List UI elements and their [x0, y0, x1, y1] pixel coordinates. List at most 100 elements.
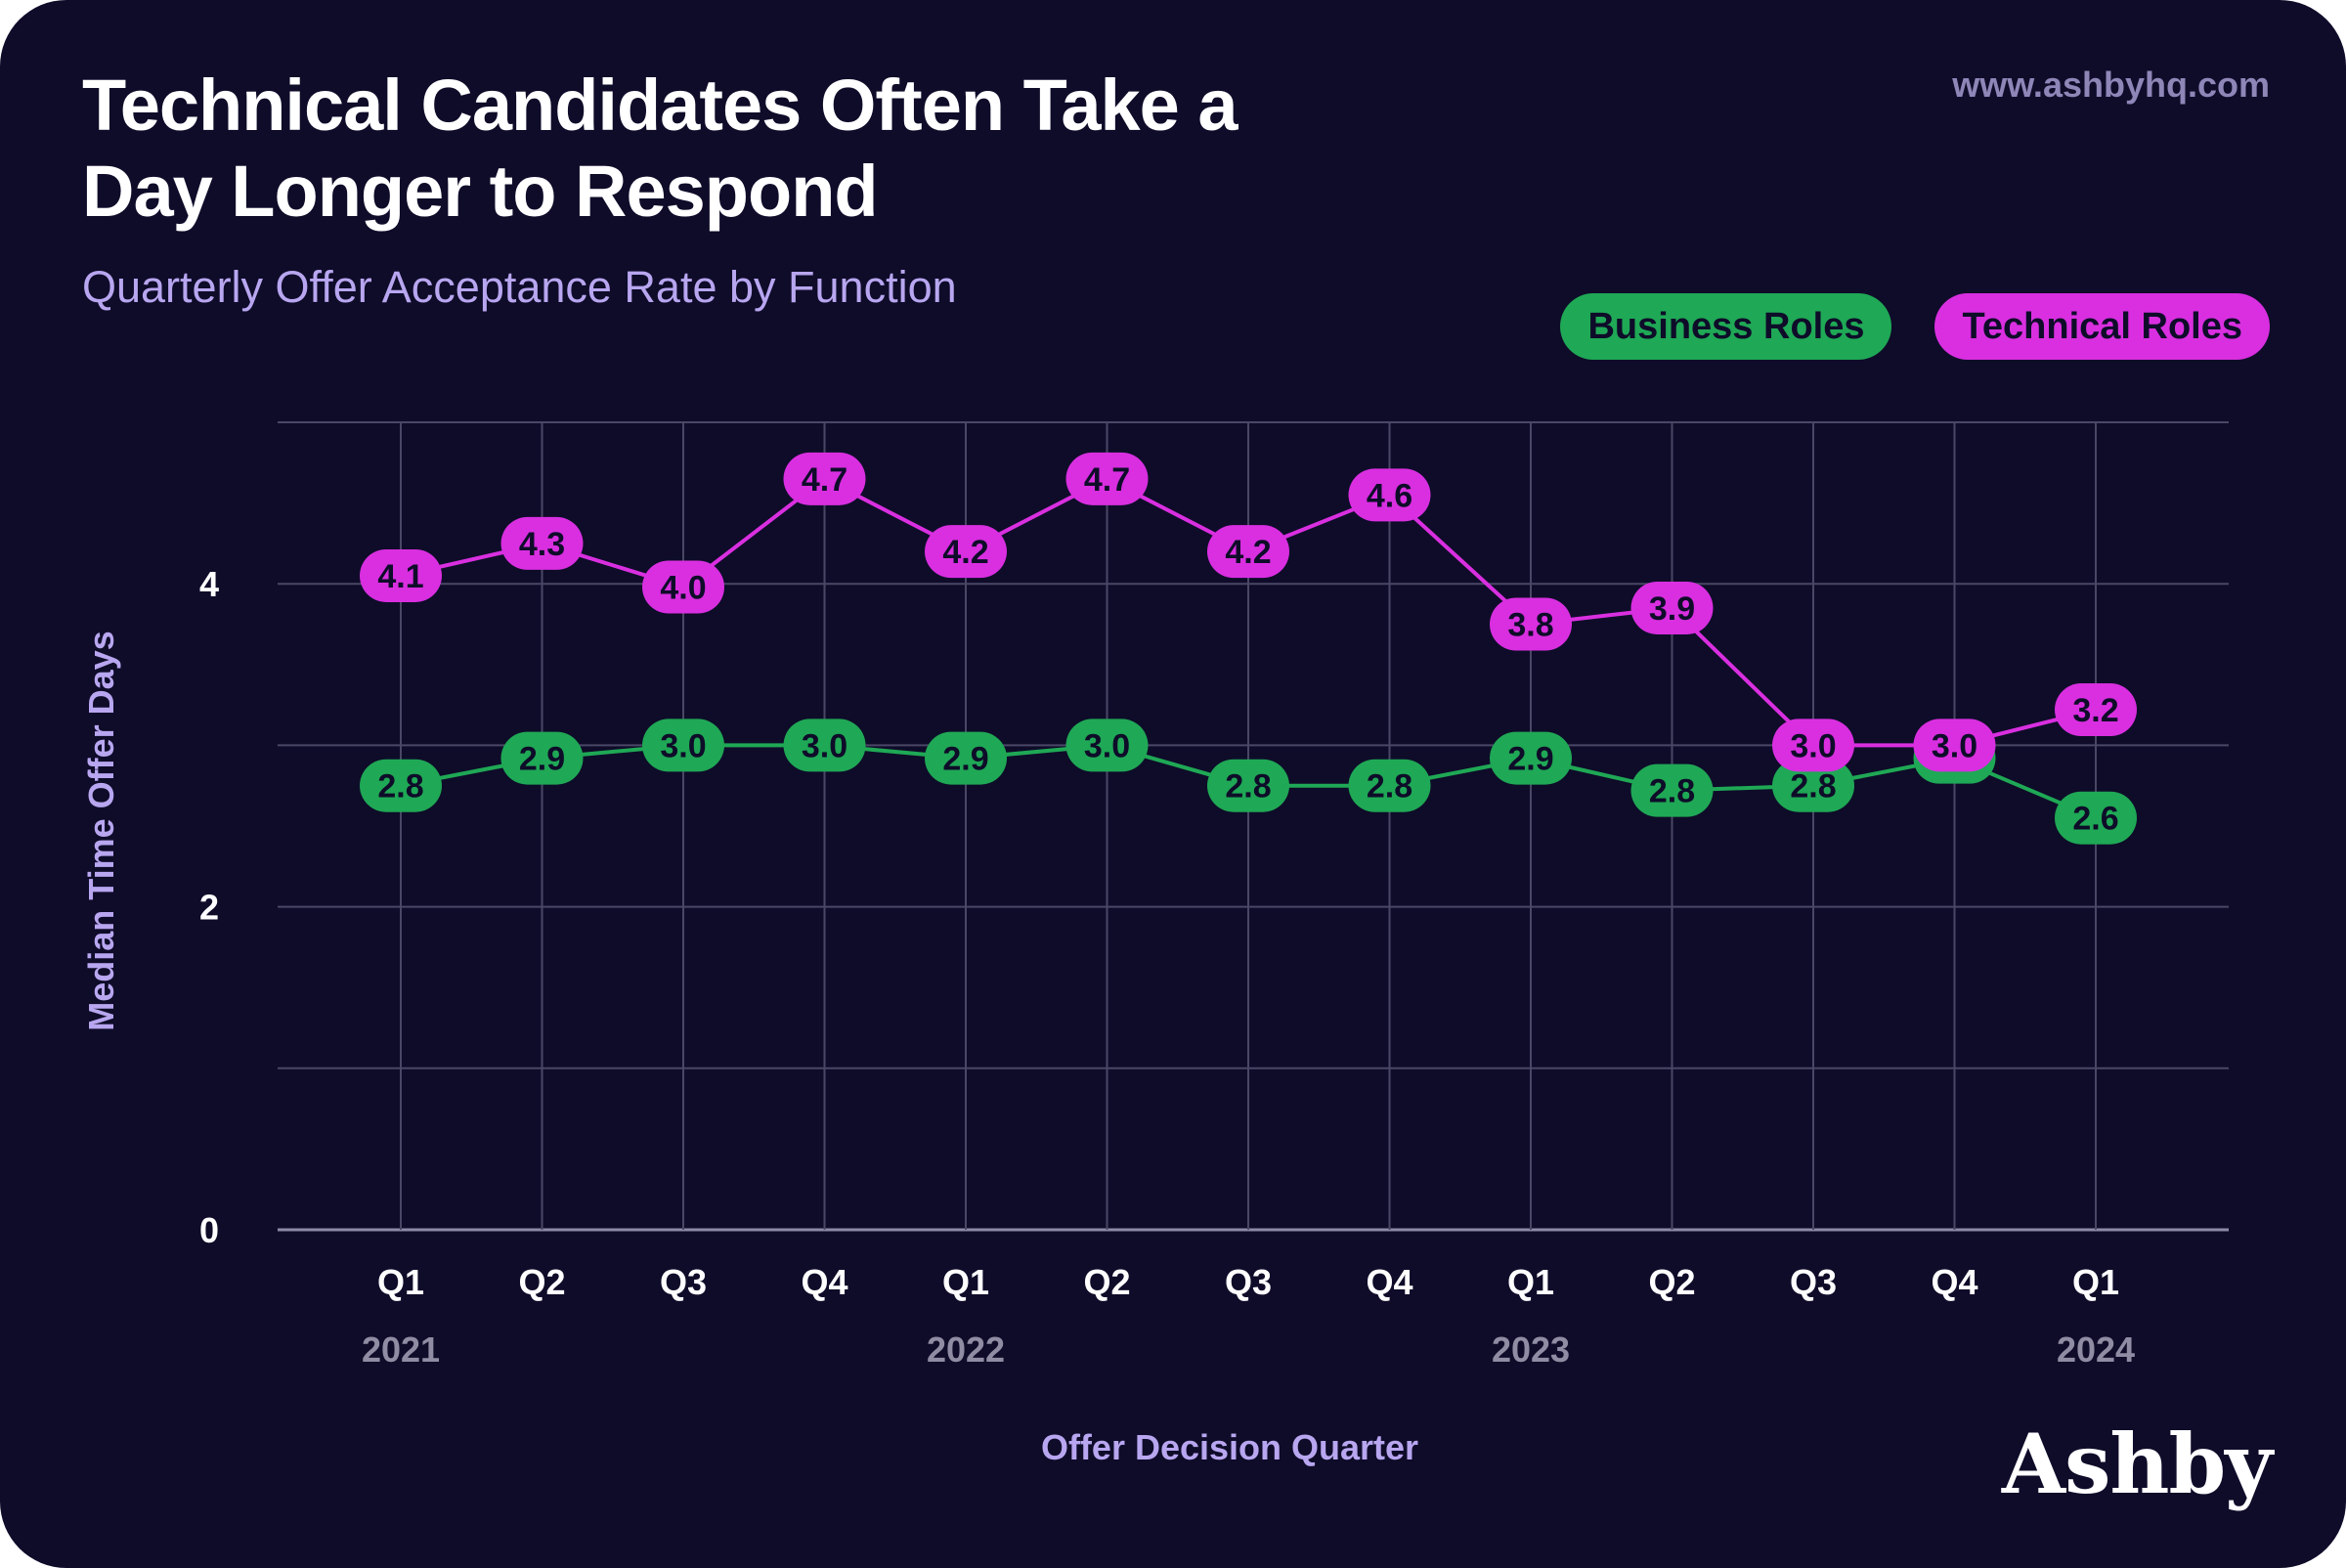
- data-label-text: 4.1: [377, 558, 423, 595]
- data-label-text: 4.6: [1367, 477, 1412, 514]
- brand-logo: Ashby: [2001, 1416, 2273, 1512]
- legend-technical-roles: Technical Roles: [1934, 293, 2270, 360]
- x-tick-label: Q3: [1225, 1262, 1272, 1302]
- data-label-pill: [2055, 791, 2137, 845]
- data-label-text: 4.3: [519, 526, 565, 563]
- data-label-text: 2.9: [1507, 741, 1553, 778]
- technical-data-label: 3.2: [2055, 683, 2137, 737]
- data-label-pill: [1348, 759, 1431, 812]
- business-data-label: 2.9: [925, 731, 1007, 785]
- technical-data-label: 4.0: [642, 560, 724, 614]
- data-label-pill: [1772, 759, 1854, 812]
- data-label-pill: [1490, 731, 1572, 785]
- data-label-text: 3.0: [1790, 727, 1836, 764]
- data-label-text: 4.7: [802, 461, 847, 499]
- y-tick-label: 4: [199, 564, 219, 604]
- data-label-text: 4.7: [1084, 461, 1130, 499]
- x-year-label: 2023: [1492, 1329, 1570, 1370]
- business-data-label: 3.0: [1065, 719, 1149, 772]
- data-label-pill: [1348, 468, 1431, 522]
- axis-ticks: 0 2 4 Q1 Q2 Q3 Q4 Q1 Q2 Q3 Q4 Q1 Q2 Q3 Q4 Q1 2021 2022 202…: [199, 564, 2135, 1370]
- data-label-text: 2.8: [1649, 773, 1695, 810]
- x-tick-label: Q2: [1648, 1262, 1695, 1302]
- x-tick-label: Q4: [1931, 1262, 1977, 1302]
- x-tick-label: Q4: [1366, 1262, 1412, 1302]
- data-labels: 2.8 2.9 3.0 3.0 2.9 3.0 2.8 2.8 2.9 2.8 2.8 2.6 4.1 4…: [360, 452, 2137, 845]
- business-data-label: 2.8: [1207, 759, 1289, 812]
- data-label-pill: [783, 719, 866, 772]
- data-label-pill: [1207, 525, 1289, 579]
- business-data-label: 3.0: [642, 719, 724, 772]
- data-label-text: 3.2: [2072, 692, 2118, 729]
- technical-data-label: 4.6: [1348, 468, 1431, 522]
- data-label-text: 4.2: [1225, 534, 1271, 571]
- technical-data-label: 4.7: [1065, 452, 1149, 505]
- data-label-pill: [1207, 759, 1289, 812]
- chart-title: Technical Candidates Often Take a Day Lo…: [82, 65, 1238, 232]
- x-tick-label: Q1: [942, 1262, 989, 1302]
- business-data-label: 2.6: [2055, 791, 2137, 845]
- y-tick-label: 2: [199, 888, 219, 928]
- data-label-pill: [1772, 719, 1854, 772]
- x-tick-label: Q1: [377, 1262, 424, 1302]
- technical-data-label: 4.7: [783, 452, 866, 505]
- business-data-label: 2.8: [1772, 759, 1854, 812]
- data-label-text: 2.8: [377, 768, 423, 806]
- y-axis-label: Median Time Offer Days: [81, 631, 121, 1031]
- technical-data-label: 4.2: [1207, 525, 1289, 579]
- x-tick-label: Q1: [2072, 1262, 2119, 1302]
- data-label-text: 3.0: [660, 727, 706, 764]
- legend-business-roles: Business Roles: [1560, 293, 1892, 360]
- data-label-text: 4.2: [942, 534, 988, 571]
- business-data-label: 2.8: [1348, 759, 1431, 812]
- x-year-label: 2024: [2057, 1329, 2135, 1370]
- business-data-label: 2.8: [360, 759, 442, 812]
- x-year-label: 2021: [362, 1329, 440, 1370]
- data-label-text: 3.0: [1932, 727, 1977, 764]
- data-label-text: 2.8: [1367, 768, 1412, 806]
- business-data-label: 2.8: [1630, 763, 1714, 817]
- x-tick-label: Q3: [660, 1262, 707, 1302]
- x-tick-label: Q2: [518, 1262, 565, 1302]
- legend: Business Roles Technical Roles: [1560, 293, 2270, 360]
- data-label-text: 3.0: [802, 727, 847, 764]
- data-label-pill: [1630, 763, 1714, 817]
- data-label-text: 4.0: [660, 570, 706, 607]
- x-tick-label: Q3: [1790, 1262, 1837, 1302]
- data-label-text: 2.9: [942, 741, 988, 778]
- data-label-pill: [783, 452, 866, 505]
- source-url: www.ashbyhq.com: [1952, 65, 2270, 105]
- data-label-text: 3.9: [1649, 590, 1695, 628]
- x-year-label: 2022: [927, 1329, 1005, 1370]
- data-label-text: 2.8: [1790, 768, 1836, 806]
- data-label-pill: [1913, 719, 1996, 772]
- data-label-pill: [2055, 683, 2137, 737]
- data-label-text: 2.8: [1225, 768, 1271, 806]
- data-label-text: 2.6: [2072, 801, 2118, 838]
- data-label-pill: [642, 560, 724, 614]
- technical-data-label: 3.0: [1913, 719, 1996, 772]
- data-label-pill: [925, 525, 1007, 579]
- data-label-text: 3.0: [1084, 727, 1130, 764]
- technical-data-label: 4.2: [925, 525, 1007, 579]
- business-data-label: 2.9: [500, 731, 584, 785]
- x-tick-label: Q2: [1083, 1262, 1130, 1302]
- data-label-text: 2.9: [519, 741, 565, 778]
- data-label-pill: [1630, 581, 1714, 634]
- data-label-text: 3.8: [1507, 607, 1553, 644]
- data-label-pill: [360, 759, 442, 812]
- data-label-pill: [1065, 452, 1149, 505]
- chart-subtitle: Quarterly Offer Acceptance Rate by Funct…: [82, 262, 957, 312]
- data-label-pill: [1065, 719, 1149, 772]
- y-tick-label: 0: [199, 1210, 219, 1250]
- business-data-label: 3.0: [783, 719, 866, 772]
- technical-data-label: 4.1: [360, 548, 442, 602]
- technical-data-label: 4.3: [500, 516, 584, 570]
- business-data-label: 2.9: [1490, 731, 1572, 785]
- data-label-pill: [500, 516, 584, 570]
- technical-data-label: 3.8: [1490, 597, 1572, 651]
- data-label-pill: [360, 548, 442, 602]
- x-tick-label: Q4: [801, 1262, 847, 1302]
